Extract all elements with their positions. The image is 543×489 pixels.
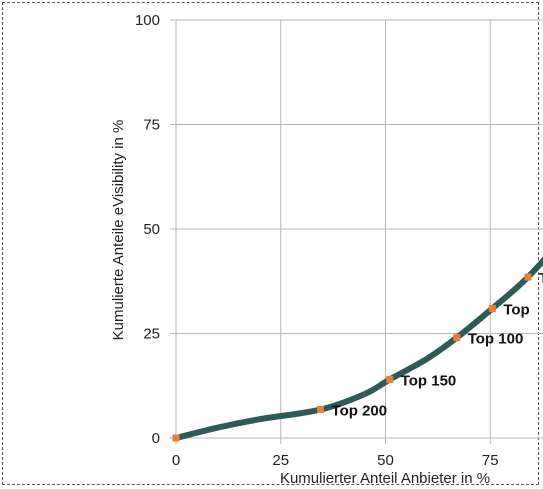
data-point-marker xyxy=(386,375,394,383)
y-tick-label: 0 xyxy=(152,430,160,447)
data-point-label: Top 200 xyxy=(332,403,388,420)
x-tick-label: 50 xyxy=(377,452,394,469)
y-tick-label: 100 xyxy=(135,12,160,29)
series-line xyxy=(173,256,543,441)
data-point-label: Top 150 xyxy=(401,372,457,389)
tick-labels: 0 25 50 75 100 0 25 50 75 xyxy=(135,12,499,469)
data-points: Top 200 Top 150 Top 100 Top T xyxy=(172,270,543,442)
data-point-marker xyxy=(172,434,180,442)
data-point-marker xyxy=(317,406,325,414)
gridlines xyxy=(170,19,543,444)
y-axis-title: Kumulierte Anteile eVisibility in % xyxy=(110,120,127,341)
y-tick-label: 50 xyxy=(143,221,160,238)
chart-frame xyxy=(2,2,539,485)
x-axis-title: Kumulierter Anteil Anbieter in % xyxy=(280,470,490,487)
data-point-label: T xyxy=(539,270,543,287)
x-tick-label: 75 xyxy=(482,452,499,469)
x-tick-label: 0 xyxy=(172,452,180,469)
data-point-label: Top 100 xyxy=(468,331,524,348)
data-point-marker xyxy=(524,273,532,281)
y-tick-label: 75 xyxy=(143,117,160,134)
data-point-marker xyxy=(453,334,461,342)
y-tick-label: 25 xyxy=(143,326,160,343)
x-tick-label: 25 xyxy=(272,452,289,469)
data-point-label: Top xyxy=(503,301,529,318)
data-point-marker xyxy=(488,304,496,312)
